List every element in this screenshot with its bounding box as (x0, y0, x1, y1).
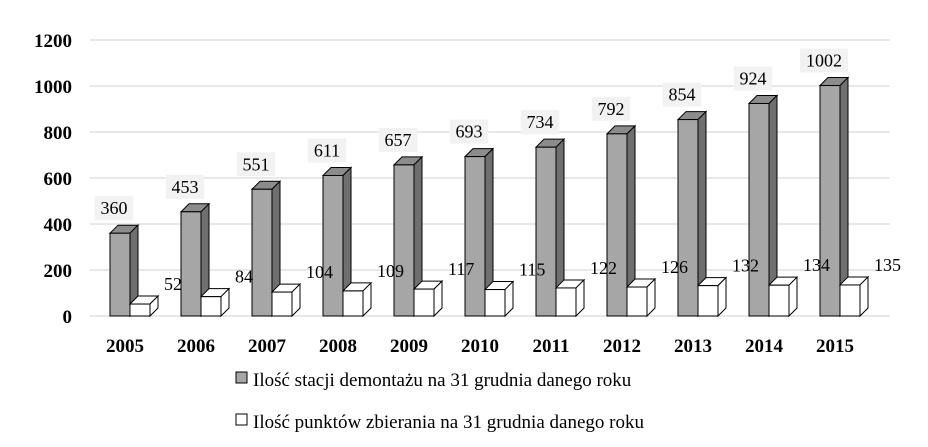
y-tick-label-0: 0 (63, 307, 73, 328)
bar-s2-2007 (270, 282, 302, 318)
x-axis-ticks: 2005 2006 2007 2008 2009 2010 2011 2012 2013 2014… (106, 336, 854, 357)
data-label-s2-2005: 52 (164, 274, 182, 294)
data-label-s2-2007: 104 (306, 262, 333, 282)
y-tick-label-400: 400 (44, 215, 73, 236)
x-tick-label-2007: 2007 (248, 336, 287, 357)
bar-s1-2015 (818, 76, 850, 318)
data-label-s2-2012: 126 (661, 257, 688, 277)
x-tick-label-2013: 2013 (674, 336, 712, 357)
x-tick-label-2006: 2006 (177, 336, 215, 357)
data-label-s2-2010: 115 (519, 260, 545, 280)
legend-entry-2: Ilość punktów zbierania na 31 grudnia da… (235, 412, 644, 433)
legend-swatch-1 (235, 371, 248, 384)
svg-text:734: 734 (527, 112, 554, 132)
x-tick-label-2010: 2010 (461, 336, 499, 357)
x-tick-label-2005: 2005 (106, 336, 144, 357)
bar-s1-2014 (747, 94, 779, 318)
data-label-s1-2010: 693 (449, 119, 489, 144)
data-label-s2-2011: 122 (590, 258, 617, 278)
x-tick-label-2015: 2015 (816, 336, 854, 357)
svg-text:693: 693 (456, 122, 483, 142)
bar-s2-2013 (696, 276, 728, 318)
data-label-s1-2015: 1002 (800, 48, 848, 73)
data-label-s1-2007: 551 (236, 152, 276, 177)
y-axis-ticks: 0 200 400 600 800 1000 1200 (34, 31, 72, 328)
data-label-s1-2006: 453 (165, 174, 205, 199)
bar-s2-2006 (199, 287, 231, 318)
data-label-s2-2014: 134 (803, 255, 830, 275)
bar-s1-2007 (250, 180, 282, 318)
data-label-s2-2013: 132 (732, 256, 759, 276)
svg-text:551: 551 (243, 154, 270, 174)
bar-s1-2010 (463, 147, 495, 318)
bar-s1-2006 (179, 202, 211, 318)
svg-text:854: 854 (669, 85, 696, 105)
y-tick-label-800: 800 (44, 123, 73, 144)
legend-entry-1: Ilość stacji demontażu na 31 grudnia dan… (235, 370, 632, 391)
y-tick-label-600: 600 (44, 169, 73, 190)
bar-s1-2009 (392, 155, 424, 318)
legend: Ilość stacji demontażu na 31 grudnia dan… (235, 370, 644, 433)
svg-text:924: 924 (740, 68, 767, 88)
svg-text:657: 657 (385, 130, 412, 150)
bar-s1-2013 (676, 110, 708, 318)
data-label-s2-2008: 109 (377, 261, 404, 281)
data-label-s2-2006: 84 (235, 267, 253, 287)
bar-s2-2009 (412, 279, 444, 318)
svg-text:360: 360 (101, 198, 128, 218)
svg-text:792: 792 (598, 99, 625, 119)
svg-text:1002: 1002 (806, 51, 842, 71)
y-tick-label-1000: 1000 (34, 77, 72, 98)
x-tick-label-2011: 2011 (533, 336, 570, 357)
svg-text:611: 611 (314, 140, 340, 160)
bar-s2-2011 (554, 278, 586, 318)
x-tick-label-2012: 2012 (603, 336, 641, 357)
data-label-s1-2014: 924 (733, 66, 773, 91)
y-tick-label-200: 200 (44, 261, 73, 282)
bar-s2-2014 (767, 275, 799, 318)
data-label-s1-2008: 611 (307, 138, 347, 163)
data-label-s1-2009: 657 (378, 127, 418, 152)
bar-s1-2008 (321, 166, 353, 318)
data-label-s2-2015: 135 (874, 255, 901, 275)
bar-s1-2005 (108, 223, 140, 318)
bar-s2-2005 (128, 294, 160, 318)
data-label-s2-2009: 117 (448, 259, 474, 279)
y-tick-label-1200: 1200 (34, 31, 72, 52)
bar-s1-2012 (605, 124, 637, 318)
bar-s2-2015 (838, 275, 870, 318)
legend-swatch-2 (235, 413, 248, 426)
x-tick-label-2009: 2009 (390, 336, 428, 357)
data-label-s1-2012: 792 (591, 96, 631, 121)
legend-label-2: Ilość punktów zbierania na 31 grudnia da… (253, 412, 644, 433)
svg-text:453: 453 (172, 177, 199, 197)
legend-label-1: Ilość stacji demontażu na 31 grudnia dan… (253, 370, 632, 391)
bar-s2-2010 (483, 280, 515, 318)
x-tick-label-2008: 2008 (319, 336, 357, 357)
bar-s2-2012 (625, 277, 657, 318)
bar-s2-2008 (341, 281, 373, 318)
x-tick-label-2014: 2014 (745, 336, 784, 357)
data-label-s1-2005: 360 (94, 196, 134, 221)
data-label-s1-2011: 734 (520, 110, 560, 135)
data-labels: 360 52 453 84 551 104 611 109 657 117 693 115 734 122… (94, 48, 901, 294)
bars (108, 76, 870, 318)
data-label-s1-2013: 854 (662, 82, 702, 107)
